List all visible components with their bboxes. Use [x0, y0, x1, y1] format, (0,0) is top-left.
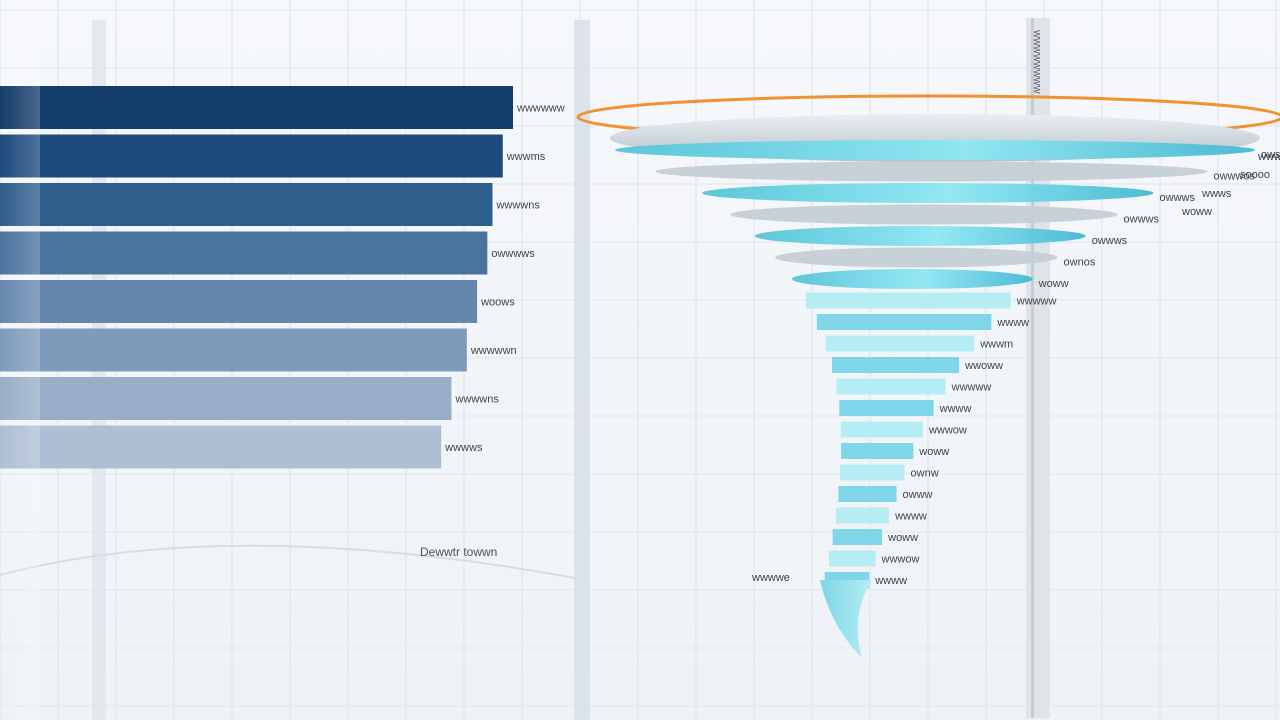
bar-value-label: wwwwww — [516, 103, 565, 115]
bar — [0, 183, 493, 226]
funnel-stage-label: wwww — [874, 575, 907, 587]
funnel-stage — [792, 269, 1033, 289]
funnel-stage-label: wwwow — [928, 425, 967, 437]
center-post — [574, 20, 590, 720]
funnel-stage-label: wwwww — [1016, 296, 1057, 308]
funnel-stage-label: ownos — [1064, 257, 1096, 269]
funnel-stage-label: owwws — [1124, 214, 1160, 226]
bar-value-label: wwwwns — [454, 394, 499, 406]
funnel-stage — [754, 226, 1086, 246]
funnel-top-label: soooo — [1240, 169, 1270, 181]
bar — [0, 134, 503, 178]
funnel-stage — [835, 507, 890, 524]
bar — [0, 425, 442, 469]
bar — [0, 328, 467, 372]
funnel-stage — [775, 247, 1058, 268]
funnel-stage — [730, 204, 1118, 225]
funnel-stage-label: wwww — [894, 511, 927, 523]
funnel-stage — [655, 161, 1208, 182]
funnel-stage — [825, 335, 975, 352]
bar-value-label: owwwws — [491, 248, 535, 260]
funnel-stage-label: wwww — [996, 317, 1029, 329]
funnel-stage-label: owwws — [1160, 192, 1196, 204]
funnel-top-label: wwww — [1257, 151, 1280, 163]
funnel-stage-label: ownw — [911, 468, 939, 480]
funnel-stage-label: woww — [887, 532, 918, 544]
caption-arc — [0, 544, 576, 579]
funnel-stage — [839, 400, 934, 416]
left-fade — [0, 0, 40, 720]
funnel-stage — [836, 378, 946, 395]
funnel-stage-labels: owsswwwowwwosowwwsowwwsowwwsownoswowwwww… — [874, 149, 1280, 587]
funnel-stage-label: owwws — [1092, 235, 1128, 247]
right-post-edge — [1031, 18, 1034, 718]
bar — [0, 280, 478, 323]
bar-chart-caption: Dewwtr towwn — [420, 545, 497, 559]
funnel-stage — [838, 486, 897, 502]
funnel-stage-label: woww — [1038, 278, 1069, 290]
bar-chart: wwwwww wwwms wwwwns owwwws woows wwwwwn wwwwns… — [0, 86, 565, 469]
funnel-top-label: wwws — [1201, 188, 1232, 200]
funnel-stage-label: woww — [918, 446, 949, 458]
funnel-stages — [615, 140, 1255, 588]
funnel-stage — [816, 314, 992, 330]
bar-value-label: wwwwns — [495, 200, 540, 212]
funnel-stage — [702, 183, 1154, 203]
bar-value-label: woows — [480, 297, 515, 309]
bar-value-label: wwwws — [444, 442, 483, 454]
funnel-stage-label: owsswww — [1261, 149, 1280, 161]
funnel-stage — [805, 292, 1011, 309]
bar-value-label: wwwms — [506, 151, 546, 163]
funnel-stage — [831, 357, 960, 373]
bar-value-label: wwwwwn — [470, 345, 517, 357]
bar — [0, 231, 488, 275]
funnel-stage — [841, 443, 914, 459]
funnel-stage — [840, 421, 923, 438]
funnel-stage-label: owww — [903, 489, 933, 501]
funnel-stage — [615, 140, 1255, 160]
funnel-stage — [828, 550, 876, 567]
funnel-chart — [576, 94, 1280, 658]
funnel-top-label: woww — [1181, 206, 1212, 218]
bar — [0, 86, 513, 129]
funnel-stage — [832, 529, 883, 545]
funnel-top-labels: wwww soooo wwws woww — [1181, 151, 1280, 218]
funnel-stage-label: wwwm — [979, 339, 1013, 351]
funnel-stage-label: wwoww — [964, 360, 1003, 372]
funnel-stage — [840, 464, 905, 481]
funnel-tail — [820, 580, 872, 658]
funnel-stage-label: wwww — [939, 403, 972, 415]
funnel-post-label: wwwwe — [751, 572, 790, 584]
funnel-stage-label: wwwow — [881, 554, 920, 566]
funnel-stage-label: wwwww — [951, 382, 992, 394]
bar — [0, 377, 452, 420]
funnel-stage-label: owwwos — [1214, 171, 1256, 183]
post-side-label: wwwwwwww — [1031, 29, 1043, 94]
